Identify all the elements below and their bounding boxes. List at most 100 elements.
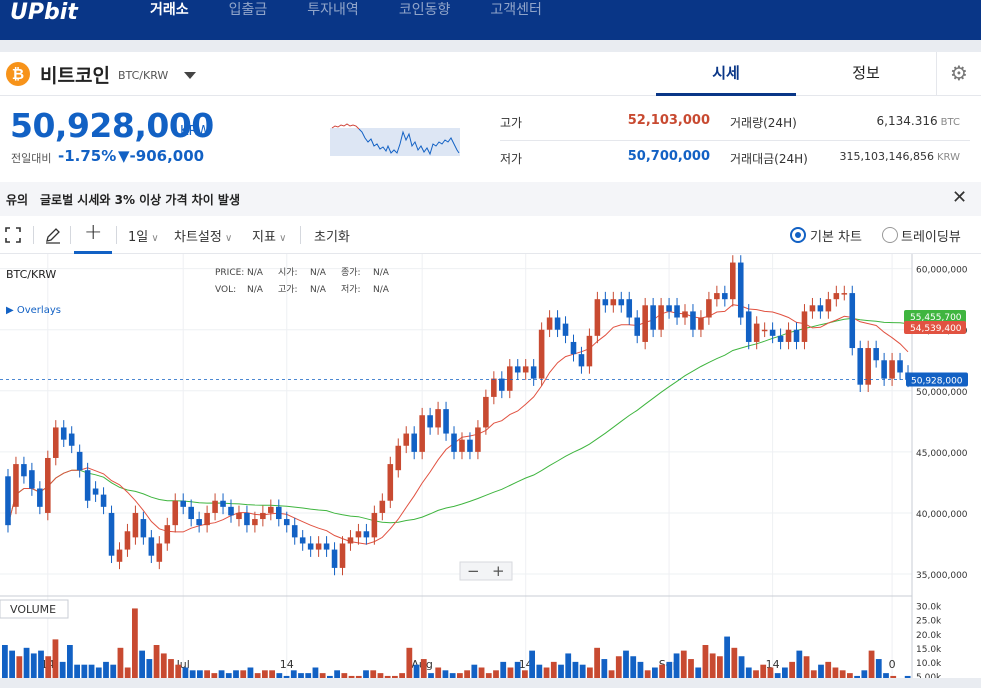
volume-bar [9, 650, 15, 678]
candle-body [483, 396, 489, 428]
candle-body [538, 329, 545, 379]
chart-settings-menu[interactable]: 차트설정 ∨ [174, 230, 233, 245]
nav-coin-trends[interactable]: 코인동향 [398, 2, 451, 18]
upbit-logo[interactable]: UPbit [10, 0, 78, 25]
price-chart[interactable]: 60,000,00055,000,00050,000,00045,000,000… [0, 254, 981, 678]
candle-body [339, 543, 346, 568]
volume-bar [608, 670, 615, 678]
indicators-menu[interactable]: 지표 ∨ [252, 230, 287, 245]
volume-bar [825, 661, 832, 678]
candle-body [291, 525, 298, 538]
ma-long-line [7, 317, 909, 526]
tab-info[interactable]: 정보 [852, 64, 880, 82]
candle-body [196, 519, 202, 526]
coin-pair[interactable]: BTC/KRW [118, 69, 169, 82]
legend-key: PRICE: [215, 268, 244, 278]
close-icon[interactable]: ✕ [952, 187, 968, 208]
volume-bar [500, 661, 507, 678]
amount-24h: 315,103,146,856 KRW [839, 150, 960, 163]
fullscreen-icon[interactable] [5, 227, 21, 243]
nav-customer-center[interactable]: 고객센터 [490, 2, 542, 18]
current-price: 50,928,000 [10, 106, 214, 145]
pencil-icon[interactable] [44, 226, 62, 244]
volume-bar [832, 667, 839, 678]
candle-body [634, 317, 640, 336]
volume-bar [312, 667, 319, 678]
volume-bar [861, 670, 868, 678]
volume-bar [204, 670, 210, 678]
candle-body [753, 323, 760, 342]
tab-quote[interactable]: 시세 [656, 52, 796, 96]
candle-body [100, 494, 107, 507]
volume-bar [377, 673, 384, 678]
volume-tick-label: 30.0k [916, 603, 942, 613]
candle-body [706, 299, 712, 318]
candle-body [395, 445, 402, 471]
volume-bar [818, 664, 824, 678]
basic-chart-label[interactable]: 기본 차트 [810, 230, 862, 245]
volume-bar [341, 673, 348, 678]
main-nav: 거래소 입출금 투자내역 코인동향 고객센터 [150, 0, 582, 20]
candle-body [5, 476, 11, 526]
price-gap-notice: 유의 글로벌 시세와 3% 이상 가격 차이 발생 ✕ [0, 182, 981, 216]
nav-investments[interactable]: 투자내역 [307, 2, 359, 18]
candle-body [84, 470, 91, 501]
candle-body [228, 506, 234, 516]
volume-bar [875, 659, 882, 678]
volume-bar [810, 670, 817, 678]
candle-body [52, 427, 59, 458]
chevron-down-icon[interactable] [184, 72, 196, 79]
candle-body [841, 293, 848, 295]
candle-body [387, 464, 394, 501]
candle-body [833, 293, 840, 300]
candle-body [459, 439, 465, 452]
candle-body [865, 348, 871, 385]
candle-body [849, 293, 856, 349]
chart-symbol-label: BTC/KRW [6, 268, 56, 281]
tradingview-radio[interactable] [882, 227, 898, 243]
ma-short-line [7, 304, 909, 545]
candle-body [658, 305, 664, 330]
nav-deposit-withdraw[interactable]: 입출금 [228, 2, 268, 18]
candle-body [889, 360, 895, 379]
volume-label-box [0, 599, 69, 619]
volume-bar [587, 667, 593, 678]
volume-bar [464, 670, 470, 678]
candle-body [13, 464, 19, 507]
volume-bar [449, 673, 456, 678]
nav-exchange[interactable]: 거래소 [150, 2, 189, 18]
reset-button[interactable]: 초기화 [314, 230, 350, 245]
volume-bar [428, 673, 434, 678]
candle-body [530, 366, 537, 379]
low-price: 50,700,000 [627, 149, 710, 164]
volume-bar [197, 670, 203, 678]
crosshair-icon[interactable]: + [84, 220, 103, 245]
basic-chart-radio[interactable] [790, 227, 806, 243]
volume-bar [124, 667, 131, 678]
candle-body [562, 323, 569, 336]
candle-body [363, 531, 370, 538]
candle-body [331, 549, 338, 568]
volume-bar [240, 670, 247, 678]
candle-body [514, 366, 521, 373]
interval-select[interactable]: 1일 ∨ [128, 230, 159, 245]
volume-bar [709, 653, 716, 678]
gear-icon[interactable]: ⚙ [936, 52, 981, 96]
volume-bar [507, 667, 514, 678]
candle-body [499, 378, 505, 391]
volume-bar [2, 645, 8, 678]
volume-bar [283, 675, 290, 678]
candle-body [809, 305, 816, 312]
legend-value: N/A [373, 285, 390, 295]
coin-name[interactable]: 비트코인 [40, 65, 110, 87]
candle-body [299, 537, 306, 544]
y-tick-label: 60,000,000 [916, 266, 968, 276]
tradingview-label[interactable]: 트레이딩뷰 [901, 230, 961, 245]
candle-body [642, 305, 648, 342]
volume-bar [615, 656, 622, 678]
volume-bar [565, 653, 572, 678]
candle-body [276, 506, 282, 520]
candle-body [427, 415, 433, 428]
legend-key: VOL: [215, 285, 236, 295]
legend-value: N/A [247, 285, 264, 295]
